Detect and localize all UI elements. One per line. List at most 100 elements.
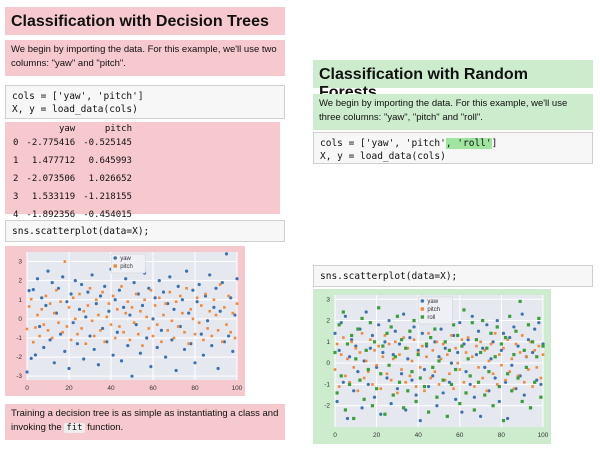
data-point: [497, 384, 501, 389]
data-point: [25, 370, 29, 374]
data-point: [377, 323, 381, 327]
data-point: [337, 385, 341, 388]
data-point: [483, 349, 487, 352]
data-point: [158, 296, 161, 300]
data-point: [468, 382, 472, 387]
data-point: [370, 333, 375, 338]
data-point: [512, 325, 516, 329]
data-point: [529, 340, 532, 344]
data-point: [337, 348, 341, 352]
legend-marker: [113, 256, 117, 260]
data-point: [368, 346, 372, 350]
right-title: Classification with Random Forests: [313, 60, 593, 101]
data-point: [385, 372, 389, 376]
data-point: [491, 372, 495, 376]
legend-label: yaw: [427, 299, 438, 305]
data-point: [343, 408, 347, 412]
data-point: [408, 329, 412, 333]
data-point: [157, 279, 161, 283]
data-point: [208, 309, 211, 313]
data-point: [358, 378, 362, 382]
data-point: [385, 331, 389, 335]
left-outro-text: Training a decision tree is as simple as…: [5, 404, 285, 440]
data-point: [65, 300, 69, 304]
data-point: [137, 332, 140, 336]
data-point: [394, 340, 397, 344]
data-point: [94, 301, 98, 306]
x-tick-label: 40: [415, 432, 423, 439]
data-point: [447, 348, 451, 352]
data-point: [356, 327, 360, 331]
data-point: [398, 353, 401, 356]
data-point: [379, 387, 383, 390]
y-tick-label: 1: [18, 297, 22, 304]
legend-label: roll: [427, 315, 435, 321]
left-intro-text: We begin by importing the data. For this…: [5, 40, 285, 76]
data-point: [176, 284, 180, 288]
data-point: [404, 346, 408, 350]
data-point: [475, 344, 478, 348]
table-row: 1 1.477712 0.645993: [9, 152, 136, 170]
data-point: [493, 332, 497, 335]
data-point: [38, 334, 41, 338]
data-point: [86, 304, 90, 307]
legend: yaw pitch: [110, 253, 146, 274]
data-point: [229, 330, 232, 334]
data-point: [71, 321, 75, 325]
data-point: [36, 313, 39, 317]
data-point: [429, 335, 433, 340]
data-point: [381, 344, 385, 348]
data-point: [431, 365, 435, 369]
data-point: [448, 372, 451, 376]
cell-yaw: -2.775416: [26, 138, 76, 148]
data-point: [391, 393, 395, 397]
data-point: [185, 269, 189, 273]
data-point: [429, 376, 432, 380]
data-point: [105, 315, 109, 319]
data-point: [50, 336, 54, 340]
data-point: [360, 332, 364, 335]
data-point: [124, 311, 127, 315]
table-header: yaw: [58, 124, 76, 134]
data-point: [424, 342, 429, 346]
cell-yaw: -2.073506: [26, 174, 76, 184]
data-point: [393, 329, 397, 333]
y-tick-label: 0: [18, 316, 22, 323]
legend-marker: [420, 315, 425, 319]
data-point: [78, 292, 81, 296]
data-point: [46, 269, 50, 273]
data-point: [512, 353, 516, 357]
data-point: [352, 416, 356, 421]
data-point: [197, 321, 201, 324]
data-point: [176, 325, 180, 328]
left-code-cell-scatter[interactable]: sns.scatterplot(data=X);: [5, 220, 285, 242]
data-point: [132, 321, 136, 324]
data-point: [406, 346, 410, 350]
data-point: [82, 357, 86, 361]
data-point: [140, 303, 145, 308]
data-point: [29, 297, 33, 301]
left-plot-output: 0 20 40 60 80 100 -3 -2 -1 0 1 2 3 yaw pitch: [5, 246, 245, 396]
data-point: [149, 288, 153, 292]
left-code-cell-load[interactable]: cols = ['yaw', 'pitch'] X, y = load_data…: [5, 85, 285, 119]
data-point: [183, 330, 186, 334]
data-point: [452, 387, 455, 390]
right-code-cell-scatter[interactable]: sns.scatterplot(data=X);: [313, 265, 593, 287]
right-code-cell-load[interactable]: cols = ['yaw', 'pitch', 'roll'] X, y = l…: [313, 132, 593, 164]
series-yaw: [25, 252, 239, 378]
data-point: [86, 290, 90, 294]
data-point: [118, 325, 121, 328]
y-tick-label: 3: [18, 259, 22, 266]
data-point: [410, 370, 414, 374]
y-tick-label: 0: [326, 360, 330, 367]
data-point: [202, 338, 205, 342]
data-point: [470, 314, 474, 318]
data-point: [510, 389, 514, 393]
data-point: [52, 361, 56, 365]
data-point: [134, 292, 138, 296]
data-point: [201, 353, 205, 357]
data-point: [466, 336, 470, 339]
data-point: [406, 357, 410, 361]
data-point: [533, 380, 537, 384]
table-row: 2 -2.073506 1.026652: [9, 170, 136, 188]
